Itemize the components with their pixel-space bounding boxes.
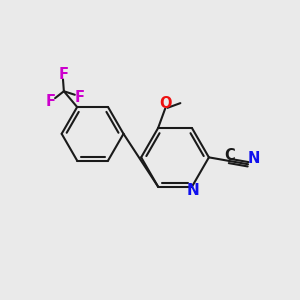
Text: N: N [186, 183, 199, 198]
Text: C: C [224, 148, 235, 163]
Text: F: F [59, 67, 69, 82]
Text: O: O [159, 97, 171, 112]
Text: N: N [247, 152, 260, 166]
Text: F: F [46, 94, 56, 109]
Text: F: F [74, 90, 84, 105]
